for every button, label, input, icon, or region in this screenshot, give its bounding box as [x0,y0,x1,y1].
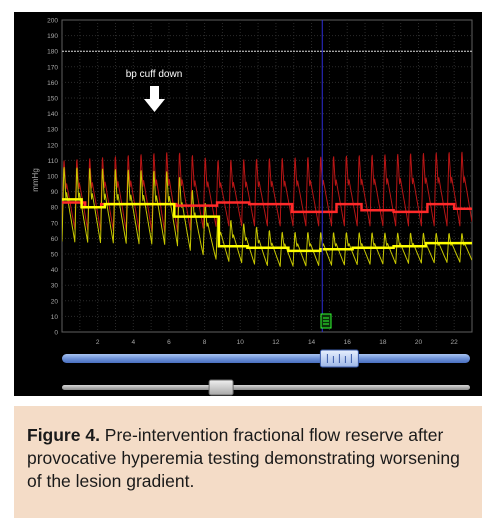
y-tick-label: 120 [47,142,58,149]
x-tick-label: 22 [451,339,459,346]
y-tick-label: 90 [51,189,59,196]
y-tick-label: 160 [47,80,58,87]
figure-caption-box: Figure 4. Pre-intervention fractional fl… [14,406,482,518]
timeline-scrollbar[interactable] [62,349,470,368]
slider-knob[interactable] [208,379,234,396]
pulsatile-pressure-trace [62,167,472,267]
down-arrow-icon [144,86,165,112]
figure-caption: Figure 4. Pre-intervention fractional fl… [27,424,473,493]
y-tick-label: 10 [51,314,59,321]
y-tick-label: 110 [48,158,59,165]
pressure-chart: 0 10 20 30 40 50 60 70 80 90 100 110 120 130 140 150 160… [31,18,473,396]
y-axis-label: mmHg [31,168,40,192]
pressure-monitor-screen: 0 10 20 30 40 50 60 70 80 90 100 110 120 130 140 150 160… [14,12,482,396]
x-tick-label: 4 [131,339,135,346]
x-tick-label: 18 [379,339,387,346]
x-tick-label: 6 [167,339,171,346]
mean-pressure-trace [62,201,472,214]
y-tick-label: 190 [47,33,58,40]
y-tick-label: 100 [47,174,58,181]
scrollbar-thumb[interactable] [319,349,359,368]
y-tick-label: 40 [51,267,59,274]
y-tick-label: 200 [47,18,58,25]
y-tick-label: 170 [47,64,58,71]
x-tick-label: 10 [237,339,245,346]
x-axis-ticks: 2 4 6 8 10 12 14 16 18 20 22 [96,339,458,346]
y-tick-label: 0 [54,330,58,337]
pulsatile-pressure-trace [62,151,472,233]
y-tick-label: 30 [51,283,59,290]
y-tick-label: 50 [51,252,59,259]
x-tick-label: 20 [415,339,423,346]
x-tick-label: 12 [272,339,280,346]
y-tick-label: 130 [47,127,58,134]
scrollbar-track[interactable] [62,354,470,363]
x-tick-label: 8 [203,339,207,346]
y-tick-label: 60 [51,236,59,243]
caption-body: Pre-intervention fractional flow reserve… [27,425,460,491]
y-tick-label: 180 [47,49,58,56]
mean-pressure-trace [62,198,472,253]
y-tick-label: 80 [51,205,59,212]
x-tick-label: 2 [96,339,100,346]
event-marker-icon[interactable] [320,313,332,329]
x-tick-label: 16 [344,339,352,346]
slider-track[interactable] [62,385,470,390]
y-axis-ticks: 0 10 20 30 40 50 60 70 80 90 100 110 120 130 140 150 160… [47,18,58,337]
zoom-slider[interactable] [62,379,470,396]
pressure-traces [62,151,472,267]
y-tick-label: 140 [47,111,58,118]
annotation-bp-cuff-down: bp cuff down [126,69,183,80]
y-tick-label: 20 [51,298,59,305]
y-tick-label: 70 [51,220,59,227]
x-tick-label: 14 [308,339,316,346]
y-tick-label: 150 [47,96,58,103]
caption-label: Figure 4. [27,425,100,445]
